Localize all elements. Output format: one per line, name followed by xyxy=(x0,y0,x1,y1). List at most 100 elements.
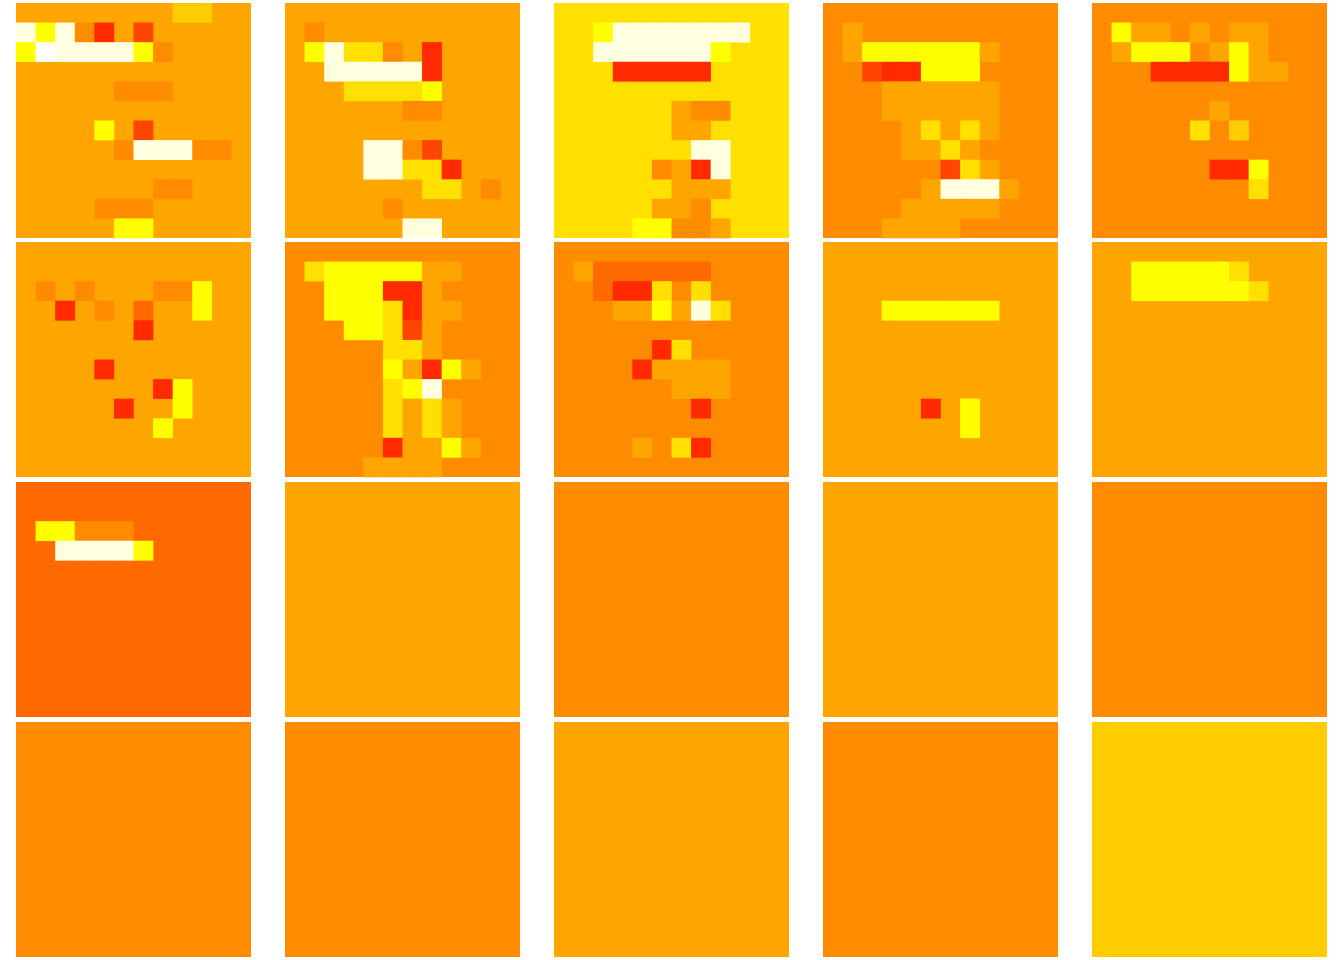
heatmap-cell xyxy=(363,261,384,282)
heatmap-cell xyxy=(133,540,154,561)
heatmap-cell xyxy=(363,281,384,302)
heatmap-cell xyxy=(153,281,173,302)
heatmap-cell xyxy=(671,198,692,219)
heatmap-cell xyxy=(960,42,980,63)
heatmap-cell xyxy=(671,61,692,82)
heatmap-cell xyxy=(960,398,980,419)
heatmap-cell xyxy=(382,320,403,341)
heatmap-cell xyxy=(901,100,922,121)
heatmap-cell xyxy=(172,281,193,302)
heatmap-cell xyxy=(1209,159,1230,180)
heatmap-cell xyxy=(691,300,711,321)
heatmap-cell xyxy=(842,42,863,63)
heatmap-cell xyxy=(710,22,731,43)
heatmap-cell xyxy=(441,261,462,282)
heatmap-cell xyxy=(901,61,922,82)
heatmap-cell xyxy=(211,140,232,160)
heatmap-cell xyxy=(422,359,442,380)
heatmap-cell xyxy=(422,159,442,180)
heatmap-cell xyxy=(710,140,731,160)
heatmap-cell xyxy=(979,300,1000,321)
heatmap-panel-3 xyxy=(554,3,789,239)
heatmap-panel-20 xyxy=(1092,722,1327,957)
heatmap-cell xyxy=(304,261,325,282)
heatmap-cell xyxy=(1209,42,1230,63)
heatmap-cell xyxy=(960,300,980,321)
heatmap-cell xyxy=(1229,261,1249,282)
heatmap-cell xyxy=(1170,261,1191,282)
heatmap-cell xyxy=(382,261,403,282)
heatmap-cell xyxy=(172,179,193,200)
heatmap-cell xyxy=(979,159,1000,180)
heatmap-cell xyxy=(192,140,213,160)
heatmap-cell xyxy=(691,140,711,160)
heatmap-cell xyxy=(172,398,193,419)
heatmap-cell xyxy=(940,42,961,63)
heatmap-cell xyxy=(960,198,980,219)
heatmap-cell xyxy=(133,198,154,219)
heatmap-cell xyxy=(55,540,76,561)
heatmap-cell xyxy=(402,379,423,399)
heatmap-cell xyxy=(441,437,462,458)
heatmap-cell xyxy=(632,218,653,239)
heatmap-cell xyxy=(901,218,922,239)
heatmap-cell xyxy=(979,198,1000,219)
heatmap-cell xyxy=(612,22,633,43)
heatmap-cell xyxy=(461,437,482,458)
heatmap-cell xyxy=(422,261,442,282)
heatmap-cell xyxy=(999,179,1020,200)
heatmap-cell xyxy=(402,281,423,302)
heatmap-cell xyxy=(422,140,442,160)
heatmap-cell xyxy=(1111,42,1132,63)
heatmap-cell xyxy=(920,218,941,239)
heatmap-cell xyxy=(1248,61,1269,82)
heatmap-cell xyxy=(881,218,902,239)
heatmap-cell xyxy=(402,100,423,121)
heatmap-cell xyxy=(363,81,384,102)
heatmap-cell xyxy=(940,218,961,239)
heatmap-cell xyxy=(671,100,692,121)
heatmap-cell xyxy=(901,81,922,102)
heatmap-cell xyxy=(35,281,56,302)
heatmap-cell xyxy=(422,418,442,439)
heatmap-cell xyxy=(671,437,692,458)
heatmap-cell xyxy=(422,398,442,419)
heatmap-panel-14 xyxy=(823,482,1058,717)
heatmap-cell xyxy=(402,81,423,102)
heatmap-cell xyxy=(1229,159,1249,180)
heatmap-cell xyxy=(153,179,173,200)
heatmap-cell xyxy=(691,198,711,219)
heatmap-cell xyxy=(1131,261,1152,282)
heatmap-cell xyxy=(1229,42,1249,63)
heatmap-cell xyxy=(1131,281,1152,302)
heatmap-cell xyxy=(1111,22,1132,43)
heatmap-cell xyxy=(55,42,76,63)
heatmap-panel-6 xyxy=(16,242,251,477)
heatmap-cell xyxy=(920,398,941,419)
heatmap-panel-12 xyxy=(285,482,520,717)
heatmap-cell xyxy=(402,457,423,478)
heatmap-cell xyxy=(363,159,384,180)
heatmap-cell xyxy=(363,140,384,160)
heatmap-cell xyxy=(16,22,36,43)
heatmap-cell xyxy=(133,120,154,141)
heatmap-cell xyxy=(691,261,711,282)
heatmap-cell xyxy=(1229,22,1249,43)
heatmap-cell xyxy=(94,300,115,321)
heatmap-cell xyxy=(153,42,173,63)
heatmap-cell xyxy=(441,300,462,321)
heatmap-cell xyxy=(402,398,423,419)
heatmap-panel-19 xyxy=(823,722,1058,957)
heatmap-cell xyxy=(382,42,403,63)
heatmap-cell xyxy=(1150,61,1171,82)
heatmap-cell xyxy=(192,3,213,23)
heatmap-cell xyxy=(192,300,213,321)
heatmap-cell xyxy=(612,42,633,63)
heatmap-panel-background xyxy=(285,722,520,957)
heatmap-cell xyxy=(1170,42,1191,63)
heatmap-cell xyxy=(573,261,594,282)
heatmap-cell xyxy=(671,379,692,399)
heatmap-cell xyxy=(133,320,154,341)
heatmap-cell xyxy=(343,261,364,282)
heatmap-cell xyxy=(960,81,980,102)
